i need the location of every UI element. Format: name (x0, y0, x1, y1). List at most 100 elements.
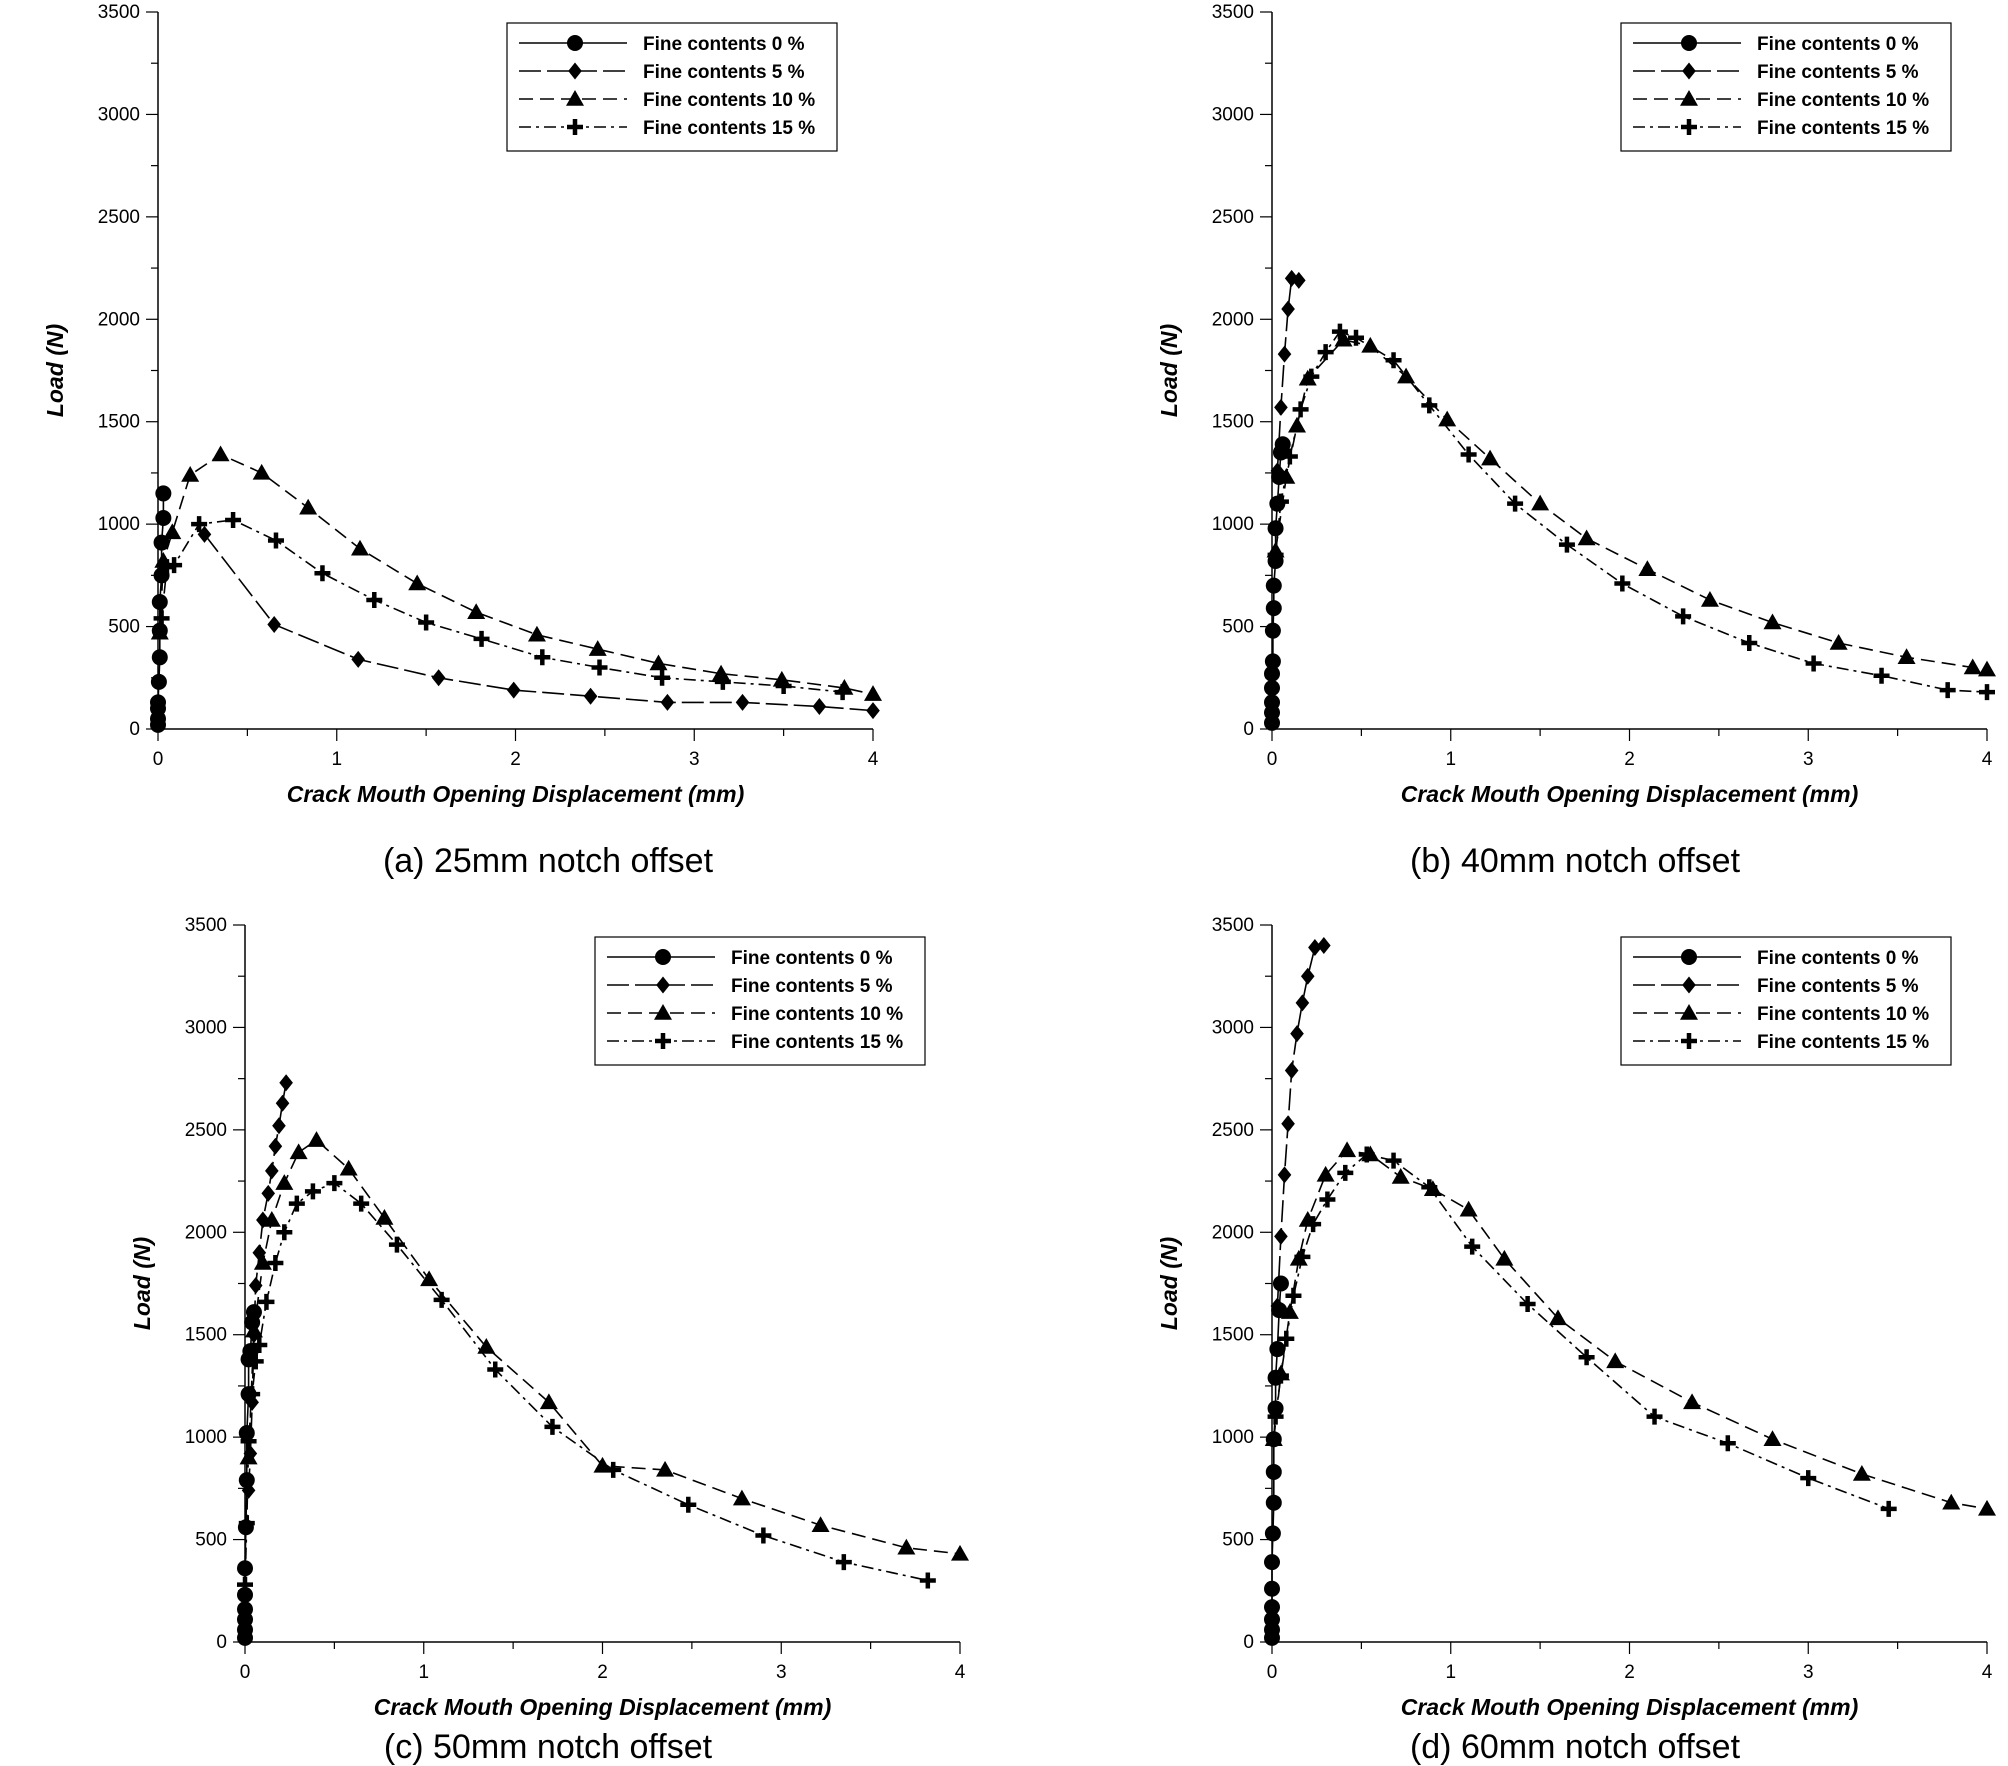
data-point (755, 1527, 772, 1544)
data-point (1464, 1238, 1481, 1255)
y-tick-label: 2500 (185, 1120, 227, 1141)
data-point (350, 539, 369, 556)
data-point (307, 1131, 326, 1147)
x-tick-label: 4 (868, 749, 879, 770)
data-point (527, 625, 546, 642)
data-point (163, 523, 182, 540)
data-point (151, 649, 168, 666)
data-point (1942, 1493, 1961, 1510)
y-tick-label: 500 (1222, 617, 1254, 638)
series-3 (239, 1131, 969, 1561)
data-point (1978, 660, 1996, 677)
data-point (1305, 1216, 1322, 1233)
data-point (1317, 936, 1331, 954)
data-point (252, 463, 271, 480)
panel-caption: (d) 60mm notch offset (1410, 1728, 1741, 1766)
y-tick-label: 2000 (185, 1222, 227, 1243)
panel-caption: (a) 25mm notch offset (383, 842, 714, 880)
chart-panel-2: 0 500 1000 1500 2000 2500 3000 3500 0 1 2 3 4 Crack M… (1156, 2, 1996, 880)
legend-marker (568, 62, 582, 80)
data-point (1269, 1341, 1286, 1358)
y-tick-label: 3500 (1212, 2, 1254, 23)
legend-label: Fine contents 10 % (731, 1004, 903, 1025)
data-point (237, 1601, 253, 1618)
data-point (153, 610, 170, 627)
y-tick-label: 2500 (1212, 207, 1254, 228)
series-4 (237, 1175, 936, 1593)
data-point (244, 1386, 261, 1403)
data-point (1265, 1494, 1282, 1511)
data-point (660, 693, 675, 711)
legend-marker (1682, 976, 1696, 994)
data-point (1358, 1146, 1375, 1163)
series-2 (1270, 936, 1331, 1315)
data-point (1963, 658, 1982, 675)
chart-panel-3: 0 500 1000 1500 2000 2500 3000 3500 0 1 2 3 4 Crack M… (129, 915, 969, 1766)
x-tick-label: 4 (955, 1662, 966, 1683)
series-4 (1267, 323, 1995, 701)
data-point (654, 669, 671, 686)
data-point (1264, 1611, 1280, 1628)
series-3 (150, 445, 882, 701)
y-tick-label: 500 (108, 617, 140, 638)
y-tick-label: 1500 (1212, 412, 1254, 433)
data-point (1519, 1295, 1536, 1312)
data-point (656, 1460, 675, 1477)
data-point (712, 664, 731, 681)
data-point (583, 687, 598, 705)
data-point (1800, 1470, 1817, 1487)
data-point (1763, 1430, 1782, 1446)
data-point (237, 1576, 253, 1593)
data-point (1264, 1525, 1281, 1542)
y-axis-title: Load (N) (42, 324, 68, 417)
data-point (649, 654, 668, 671)
data-point (1267, 520, 1284, 537)
data-point (408, 574, 427, 591)
data-point (238, 1515, 255, 1532)
data-point (1638, 560, 1657, 576)
data-point (247, 1353, 264, 1370)
data-point (267, 532, 284, 549)
data-point (1719, 1435, 1736, 1452)
data-point (1361, 336, 1380, 353)
series-4 (153, 512, 851, 701)
data-point (1852, 1465, 1871, 1481)
legend-label: Fine contents 15 % (1757, 118, 1929, 139)
legend: Fine contents 0 % Fine contents 5 % Fine c… (1620, 22, 1952, 152)
data-point (225, 512, 242, 529)
data-point (812, 697, 827, 715)
y-axis-title: Load (N) (129, 1237, 155, 1330)
data-point (1459, 1200, 1478, 1217)
data-point (1939, 682, 1956, 699)
data-point (1264, 622, 1281, 639)
data-point (1270, 1297, 1285, 1315)
x-tick-label: 1 (331, 749, 342, 770)
data-point (1338, 1141, 1357, 1158)
data-point (544, 1418, 561, 1435)
x-tick-label: 4 (1982, 749, 1993, 770)
data-point (1317, 344, 1334, 361)
legend: Fine contents 0 % Fine contents 5 % Fine c… (594, 936, 926, 1066)
data-point (279, 1074, 293, 1092)
y-tick-label: 2000 (1212, 309, 1254, 330)
data-point (258, 1293, 275, 1310)
data-point (1303, 368, 1320, 385)
legend-label: Fine contents 0 % (1757, 948, 1919, 969)
y-tick-label: 3000 (185, 1017, 227, 1038)
series-line (159, 453, 874, 695)
data-point (1284, 1061, 1299, 1079)
data-point (735, 693, 750, 711)
series-line (160, 519, 843, 693)
series-line (1274, 1153, 1889, 1510)
legend-label: Fine contents 15 % (731, 1032, 903, 1053)
data-point (1316, 1165, 1335, 1182)
data-point (732, 1489, 751, 1506)
data-point (191, 516, 208, 533)
legend: Fine contents 0 % Fine contents 5 % Fine c… (506, 22, 838, 152)
data-point (1460, 446, 1477, 463)
data-point (268, 1137, 283, 1155)
y-tick-label: 0 (129, 719, 140, 740)
data-point (288, 1195, 305, 1212)
data-point (866, 702, 880, 720)
data-point (197, 525, 212, 543)
